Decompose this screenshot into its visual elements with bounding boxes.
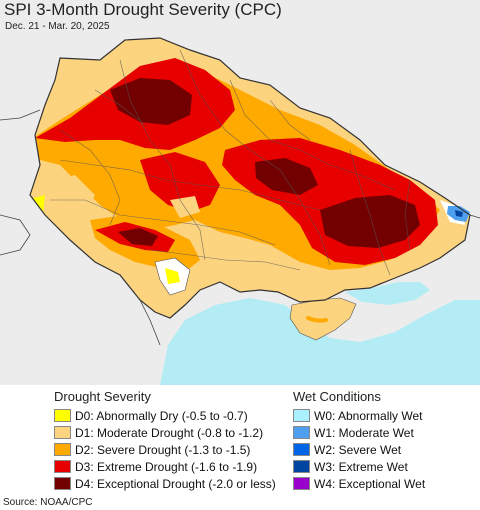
legend-item-w4: W4: Exceptional Wet xyxy=(293,475,425,492)
legend-label-d4: D4: Exceptional Drought (-2.0 or less) xyxy=(75,476,276,491)
neighbor-borders xyxy=(0,109,480,346)
legend-item-w0: W0: Abnormally Wet xyxy=(293,407,425,424)
oblast-borders xyxy=(50,49,411,276)
legend-item-d3: D3: Extreme Drought (-1.6 to -1.9) xyxy=(54,458,276,475)
legend-item-d0: D0: Abnormally Dry (-0.5 to -0.7) xyxy=(54,407,276,424)
swatch-d4 xyxy=(54,477,71,490)
sea-of-azov xyxy=(345,282,430,305)
legend-label-w4: W4: Exceptional Wet xyxy=(314,476,426,491)
swatch-d3 xyxy=(54,460,71,473)
swatch-d0 xyxy=(54,409,71,422)
legend-label-w0: W0: Abnormally Wet xyxy=(314,408,423,423)
legend-item-w3: W3: Extreme Wet xyxy=(293,458,425,475)
legend-item-d1: D1: Moderate Drought (-0.8 to -1.2) xyxy=(54,424,276,441)
ukraine-border xyxy=(29,37,471,319)
date-range: Dec. 21 - Mar. 20, 2025 xyxy=(5,21,110,32)
swatch-w2 xyxy=(293,443,310,456)
legend-item-d2: D2: Severe Drought (-1.3 to -1.5) xyxy=(54,441,276,458)
d4-zone-east-1 xyxy=(255,158,318,195)
legend-item-w2: W2: Severe Wet xyxy=(293,441,425,458)
legend-label-d3: D3: Extreme Drought (-1.6 to -1.9) xyxy=(75,459,258,474)
wet-legend-heading: Wet Conditions xyxy=(293,389,381,404)
swatch-w1 xyxy=(293,426,310,439)
legend-label-d0: D0: Abnormally Dry (-0.5 to -0.7) xyxy=(75,408,248,423)
swatch-w4 xyxy=(293,477,310,490)
legend-item-w1: W1: Moderate Wet xyxy=(293,424,425,441)
d4-zone-east-2 xyxy=(320,195,420,248)
legend-label-d1: D1: Moderate Drought (-0.8 to -1.2) xyxy=(75,425,264,440)
legend-label-w1: W1: Moderate Wet xyxy=(314,425,414,440)
wet-legend: Wet Conditions W0: Abnormally Wet W1: Mo… xyxy=(293,389,425,492)
black-sea xyxy=(160,298,480,385)
legend-item-d4: D4: Exceptional Drought (-2.0 or less) xyxy=(54,475,276,492)
drought-legend: Drought Severity D0: Abnormally Dry (-0.… xyxy=(54,389,276,492)
legend-label-d2: D2: Severe Drought (-1.3 to -1.5) xyxy=(75,442,251,457)
drought-legend-heading: Drought Severity xyxy=(54,389,151,404)
d4-zone-southwest xyxy=(118,228,158,246)
swatch-w3 xyxy=(293,460,310,473)
map-title: SPI 3-Month Drought Severity (CPC) xyxy=(4,0,282,19)
source-credit: Source: NOAA/CPC xyxy=(3,497,93,508)
legend-label-w2: W2: Severe Wet xyxy=(314,442,402,457)
swatch-d1 xyxy=(54,426,71,439)
swatch-w0 xyxy=(293,409,310,422)
drought-map xyxy=(0,0,480,385)
swatch-d2 xyxy=(54,443,71,456)
legend-label-w3: W3: Extreme Wet xyxy=(314,459,408,474)
